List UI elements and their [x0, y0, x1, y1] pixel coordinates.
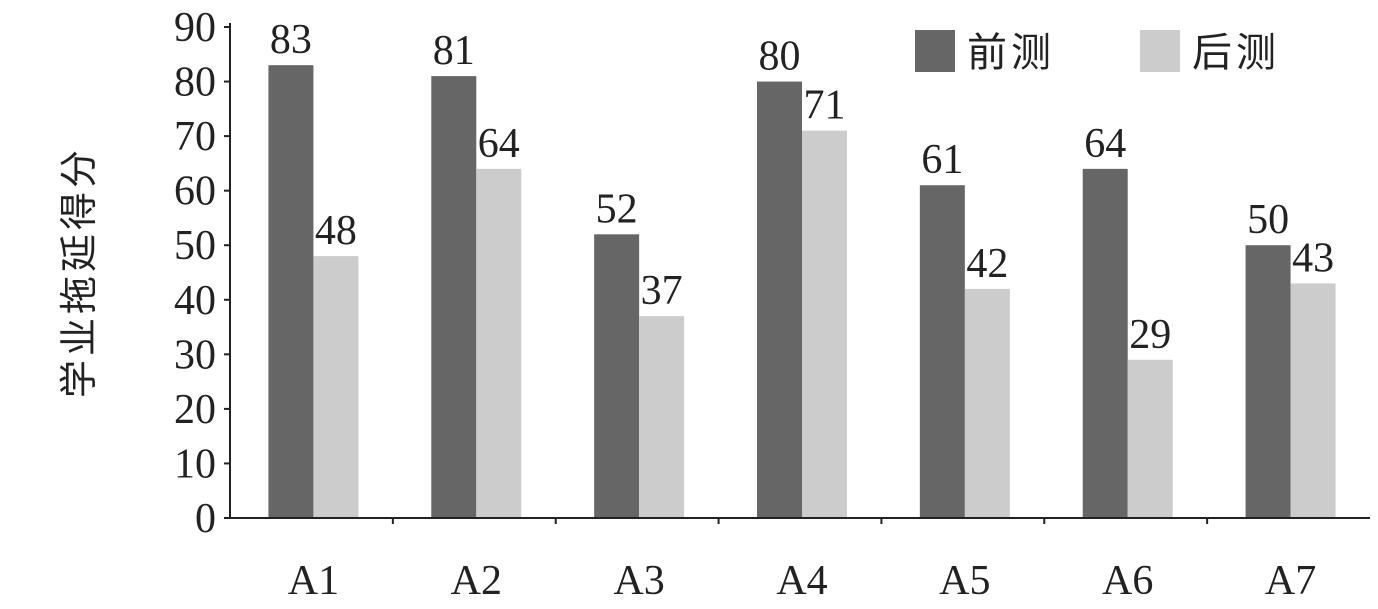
bar-A2-post [476, 168, 522, 518]
y-tick-label: 90 [174, 5, 216, 51]
bar-A4-pre [757, 81, 802, 519]
bar-A3-post [639, 316, 685, 518]
y-tick-label: 30 [174, 332, 216, 378]
bar-A3-pre [594, 234, 640, 519]
legend-swatch [1140, 30, 1180, 72]
y-tick-label: 70 [174, 114, 216, 160]
y-tick-label: 0 [195, 496, 216, 542]
data-label: 81 [433, 28, 475, 74]
bar-A4-post [802, 130, 847, 518]
x-tick-label: A5 [939, 558, 990, 604]
y-tick-label: 60 [174, 169, 216, 215]
bar-A6-pre [1082, 168, 1128, 518]
data-label: 64 [1084, 121, 1126, 167]
bar-A1-pre [268, 65, 314, 518]
bar-A5-pre [919, 185, 965, 518]
x-tick-label: A2 [451, 558, 502, 604]
data-label: 43 [1292, 235, 1334, 281]
legend-label: 前测 [967, 30, 1055, 75]
axes: A1 A2 A3 A4 A5 A6 A7 0 10 20 30 40 50 60 70 80 90 [174, 5, 1370, 604]
data-label: 80 [759, 34, 801, 80]
bar-A5-post [964, 288, 1010, 518]
bar-A7-pre [1245, 245, 1291, 518]
y-tick-label: 20 [174, 387, 216, 433]
y-tick-label: 10 [174, 441, 216, 487]
y-tick-label: 80 [174, 60, 216, 106]
data-label: 83 [270, 17, 312, 63]
x-tick-label: A4 [776, 558, 827, 604]
bar-A1-post [313, 256, 359, 518]
legend-label: 后测 [1192, 30, 1280, 75]
x-tick-label: A6 [1102, 558, 1153, 604]
legend-swatch [915, 30, 955, 72]
data-label: 52 [596, 186, 638, 232]
data-label: 48 [315, 208, 357, 254]
y-tick-label: 50 [174, 223, 216, 269]
bar-A2-pre [431, 76, 477, 518]
x-tick-label: A1 [288, 558, 339, 604]
y-tick-label: 40 [174, 278, 216, 324]
data-label: 29 [1129, 312, 1171, 358]
x-tick-label: A3 [613, 558, 664, 604]
data-label: 37 [641, 268, 683, 314]
data-label: 61 [921, 137, 963, 183]
bar-A7-post [1290, 283, 1336, 518]
data-label: 71 [804, 83, 846, 129]
bar-A6-post [1127, 359, 1173, 518]
x-tick-label: A7 [1265, 558, 1316, 604]
data-label: 64 [478, 121, 520, 167]
data-label: 42 [966, 241, 1008, 287]
legend: 前测 后测 [915, 30, 1280, 75]
data-label: 50 [1247, 197, 1289, 243]
y-axis-label: 学业拖延得分 [59, 146, 101, 398]
bars [268, 65, 1336, 519]
